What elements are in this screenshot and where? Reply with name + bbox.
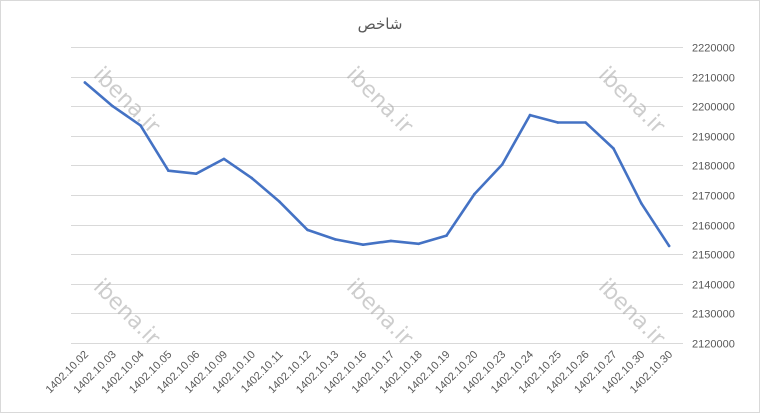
y-axis-tick-labels: 2120000 2130000 2140000 2150000 2160000 21700…	[692, 43, 735, 351]
watermark-text: ibena.ir	[593, 62, 670, 139]
y-tick-label: 2200000	[692, 102, 735, 114]
data-point	[612, 147, 615, 150]
chart-title: شاخص	[358, 15, 403, 33]
data-point	[417, 242, 421, 246]
data-point	[473, 192, 476, 196]
watermark-text: ibena.ir	[88, 62, 165, 139]
data-point	[389, 239, 393, 243]
data-point	[584, 121, 587, 124]
y-tick-label: 2130000	[692, 309, 735, 321]
y-tick-label: 2170000	[692, 191, 735, 203]
watermark-text: ibena.ir	[341, 274, 418, 351]
y-tick-label: 2190000	[692, 132, 735, 144]
data-point	[278, 200, 281, 204]
data-point	[222, 157, 226, 161]
series-line	[83, 81, 671, 248]
data-point	[250, 176, 254, 180]
data-point	[139, 124, 142, 127]
data-point	[667, 244, 671, 248]
data-point	[167, 169, 170, 172]
watermarks: ibena.ir ibena.ir ibena.ir ibena.ir ibena.ir…	[88, 62, 670, 351]
data-point	[111, 104, 114, 108]
data-point	[194, 172, 198, 175]
y-tick-label: 2220000	[692, 43, 735, 55]
watermark-text: ibena.ir	[88, 274, 165, 351]
data-point	[640, 202, 643, 205]
data-point	[83, 81, 87, 84]
y-tick-label: 2210000	[692, 73, 735, 85]
watermark-text: ibena.ir	[593, 274, 670, 351]
data-point	[500, 163, 504, 166]
y-tick-label: 2180000	[692, 161, 735, 173]
data-point	[556, 121, 560, 124]
watermark-text: ibena.ir	[341, 62, 418, 139]
y-tick-label: 2140000	[692, 280, 735, 292]
data-point	[334, 238, 337, 241]
series-layer	[83, 81, 671, 248]
y-tick-label: 2120000	[692, 339, 735, 351]
y-tick-label: 2160000	[692, 221, 735, 233]
gridlines	[71, 47, 683, 344]
data-point	[528, 113, 532, 117]
x-axis-tick-labels: 1402.10.021402.10.031402.10.041402.10.05…	[44, 349, 676, 396]
data-point	[306, 228, 309, 232]
data-point	[445, 234, 448, 237]
data-point	[361, 243, 365, 246]
y-tick-label: 2150000	[692, 250, 735, 262]
